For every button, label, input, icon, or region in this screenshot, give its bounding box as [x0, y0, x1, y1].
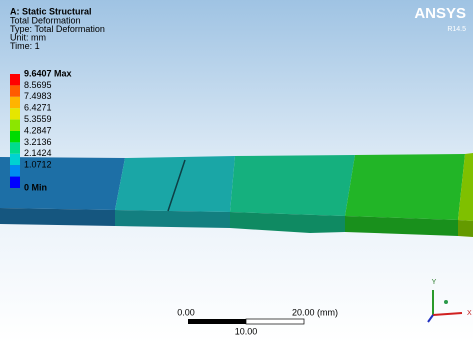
legend-label: 5.3559 [24, 114, 52, 124]
legend-swatch [10, 120, 20, 131]
beam-face [458, 220, 473, 237]
viewport: A: Static Structural Total DeformationTy… [0, 0, 473, 343]
legend-swatch [10, 131, 20, 142]
beam-face [115, 210, 230, 228]
legend-label: 7.4983 [24, 91, 52, 101]
legend-label: 4.2847 [24, 125, 52, 135]
legend-label: 1.0712 [24, 160, 52, 170]
legend-swatch [10, 97, 20, 108]
legend-label: 0 Min [24, 182, 47, 192]
legend-swatch [10, 85, 20, 96]
header-line: Time: 1 [10, 41, 40, 51]
legend-swatch [10, 165, 20, 176]
triad-dot [444, 300, 448, 304]
legend-label: 6.4271 [24, 103, 52, 113]
legend-label: 3.2136 [24, 137, 52, 147]
legend-label: 8.5695 [24, 80, 52, 90]
beam-segment [230, 155, 355, 216]
logo: ANSYS [414, 5, 466, 22]
legend-label: 9.6407 Max [24, 68, 72, 78]
scale-white [246, 319, 304, 324]
scale-start: 0.00 [177, 307, 195, 317]
triad-x-label: X [467, 310, 472, 317]
scale-end: 20.00 (mm) [292, 307, 338, 317]
scale-black [188, 319, 246, 324]
triad-y-label: Y [432, 279, 437, 286]
legend-swatch [10, 154, 20, 165]
legend-swatch [10, 74, 20, 85]
legend-label: 2.1424 [24, 148, 52, 158]
legend-swatch [10, 108, 20, 119]
beam-face [0, 208, 115, 226]
beam-segment [345, 154, 465, 220]
legend-swatch [10, 142, 20, 153]
beam-segment [115, 156, 235, 212]
beam [0, 153, 473, 237]
version: R14.5 [447, 26, 466, 33]
legend-swatch [10, 177, 20, 188]
scale-mid: 10.00 [235, 326, 258, 336]
